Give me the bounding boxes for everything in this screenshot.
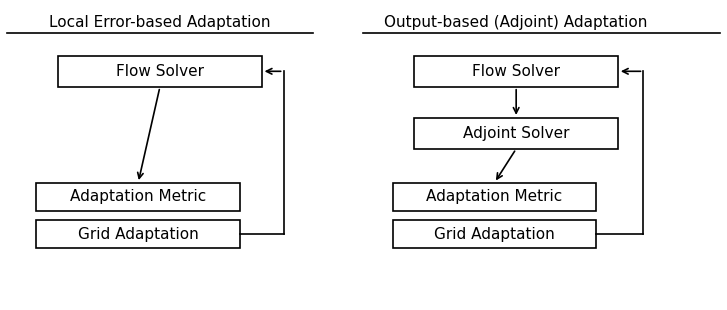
Text: Flow Solver: Flow Solver (472, 64, 561, 79)
Text: Local Error-based Adaptation: Local Error-based Adaptation (49, 16, 270, 30)
Text: Output-based (Adjoint) Adaptation: Output-based (Adjoint) Adaptation (385, 16, 648, 30)
Text: Grid Adaptation: Grid Adaptation (434, 227, 555, 241)
FancyBboxPatch shape (414, 118, 618, 149)
Text: Grid Adaptation: Grid Adaptation (78, 227, 198, 241)
Text: Adjoint Solver: Adjoint Solver (463, 126, 569, 141)
FancyBboxPatch shape (36, 183, 240, 211)
FancyBboxPatch shape (393, 220, 596, 248)
Text: Adaptation Metric: Adaptation Metric (426, 189, 563, 204)
FancyBboxPatch shape (393, 183, 596, 211)
Text: Flow Solver: Flow Solver (116, 64, 204, 79)
FancyBboxPatch shape (414, 56, 618, 87)
FancyBboxPatch shape (58, 56, 262, 87)
FancyBboxPatch shape (36, 220, 240, 248)
Text: Adaptation Metric: Adaptation Metric (70, 189, 206, 204)
